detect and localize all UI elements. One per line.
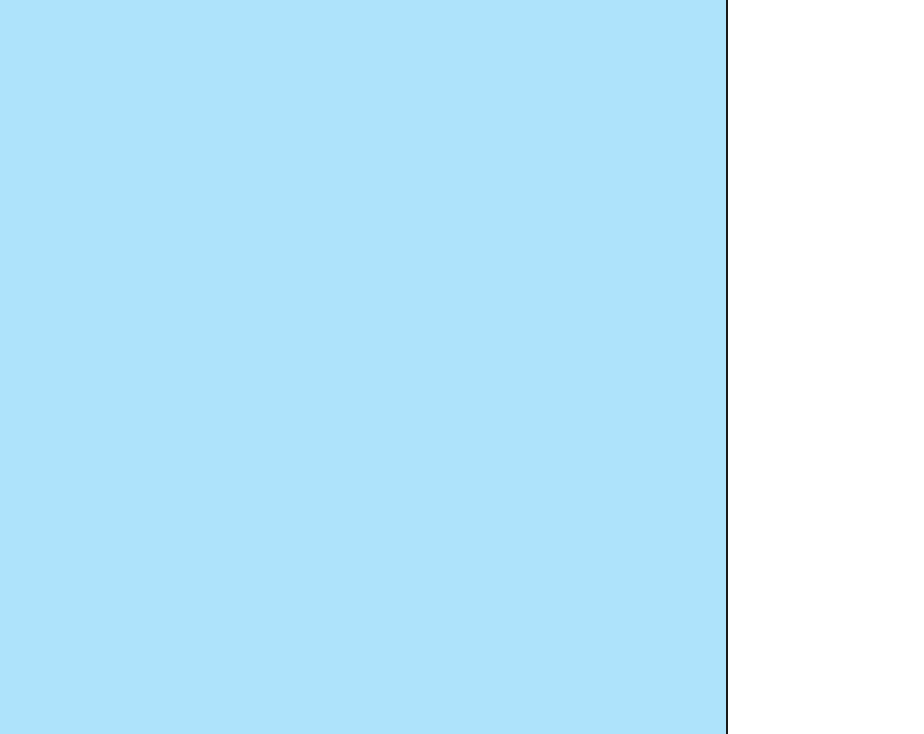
radar-map-canvas[interactable] [0,0,726,734]
dbz-colorbar [800,193,817,605]
info-panel [730,0,924,734]
radar-map-area[interactable] [0,0,728,734]
